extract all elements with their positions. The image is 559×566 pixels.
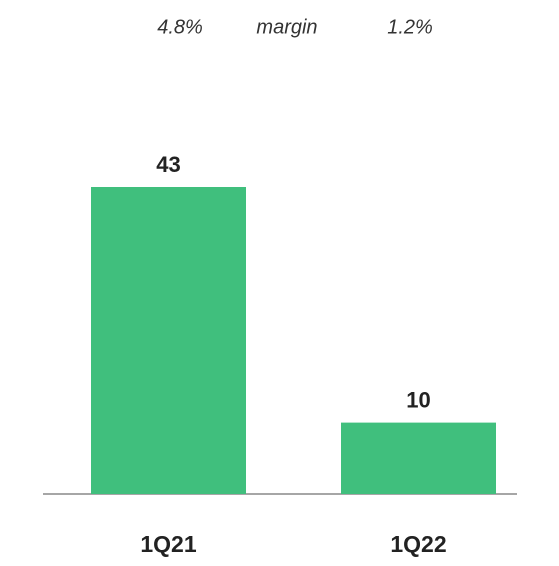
data-label: 10 [406, 387, 430, 412]
x-tick-label: 1Q21 [140, 531, 196, 557]
bar [91, 187, 246, 494]
data-label: 43 [156, 152, 180, 177]
margin-value: 4.8% [157, 16, 203, 38]
margin-label: margin [256, 16, 317, 38]
x-tick-label: 1Q22 [390, 531, 446, 557]
bar [341, 422, 496, 494]
margin-value: 1.2% [387, 16, 433, 38]
